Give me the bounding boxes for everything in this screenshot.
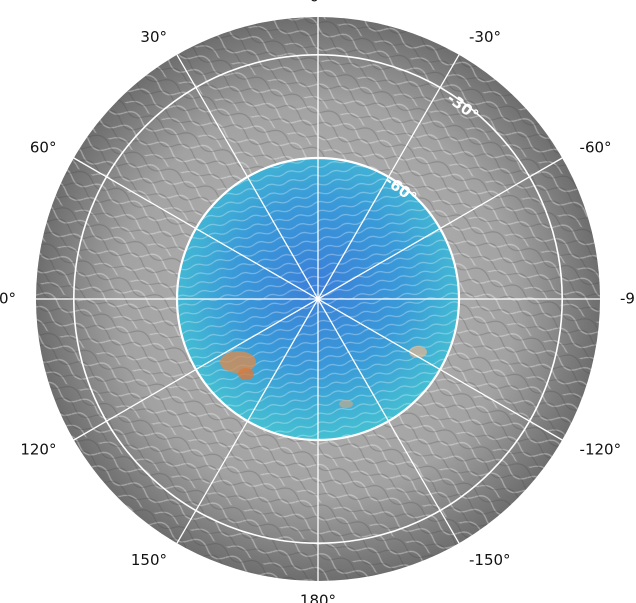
longitude-label-lon_m120: -120° <box>580 441 622 459</box>
polar-cap-spots <box>220 346 427 408</box>
latitude-circle-lat_m30 <box>72 53 564 545</box>
meridian-lines <box>36 17 600 581</box>
longitude-label-lon_m90: -90° <box>620 290 636 308</box>
longitude-label-lon_60: 60° <box>30 139 57 157</box>
longitude-label-lon_30: 30° <box>140 28 167 46</box>
longitude-label-lon_90: 90° <box>0 290 16 308</box>
longitude-label-lon_m150: -150° <box>469 551 511 569</box>
longitude-label-lon_150: 150° <box>131 551 167 569</box>
longitude-label-lon_m30: -30° <box>469 28 501 46</box>
longitude-label-lon_m60: -60° <box>580 139 612 157</box>
longitude-label-lon_120: 120° <box>20 441 56 459</box>
meridian-150 <box>176 54 460 544</box>
latitude-circle-lat_m60 <box>175 156 461 442</box>
longitude-label-lon_0: 0° <box>309 0 326 6</box>
longitude-label-lon_180: 180° <box>300 592 336 603</box>
latitude-circles <box>72 53 564 545</box>
